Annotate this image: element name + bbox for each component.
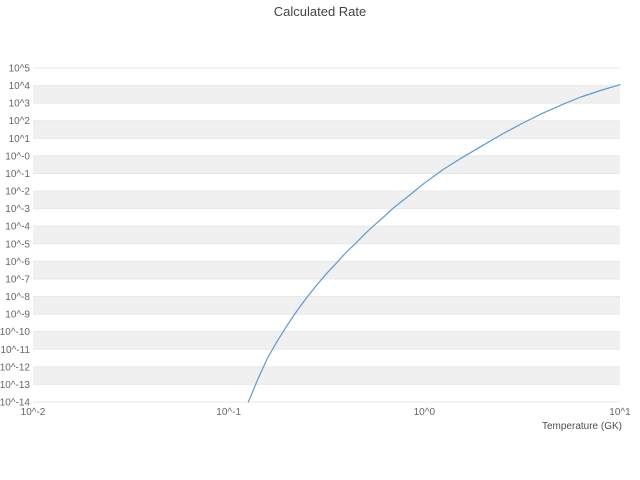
plot-band <box>33 384 620 402</box>
plot-band <box>33 103 620 121</box>
plot-band <box>33 296 620 315</box>
x-axis-label: Temperature (GK) <box>541 421 622 432</box>
y-tick-label: 10^-6 <box>5 257 30 268</box>
y-tick-label: 10^-0 <box>5 151 30 162</box>
y-tick-label: 10^-10 <box>0 327 30 338</box>
y-tick-label: 10^-3 <box>5 204 30 215</box>
plot-band <box>33 261 620 279</box>
y-tick-label: 10^3 <box>9 99 31 110</box>
y-tick-label: 10^-12 <box>0 362 30 373</box>
x-tick-label: 10^-2 <box>21 407 46 418</box>
chart-title: Calculated Rate <box>273 4 367 19</box>
y-tick-label: 10^-2 <box>5 187 30 198</box>
plot-band <box>33 155 620 174</box>
y-tick-label: 10^-11 <box>0 345 30 356</box>
plot-band <box>33 138 620 156</box>
plot-band <box>33 331 620 350</box>
y-tick-label: 10^-8 <box>5 292 30 303</box>
plot-band <box>33 208 620 227</box>
plot-band <box>33 366 620 385</box>
y-tick-label: 10^-14 <box>0 398 30 409</box>
plot-band <box>33 243 620 262</box>
plot-band <box>33 120 620 139</box>
y-tick-label: 10^-9 <box>5 310 30 321</box>
y-tick-label: 10^-1 <box>5 169 30 180</box>
y-tick-label: 10^5 <box>9 64 31 75</box>
plot-band <box>33 349 620 367</box>
y-tick-label: 10^-7 <box>5 274 30 285</box>
series-line-calculated-rate <box>247 84 621 403</box>
plot-band <box>33 191 620 209</box>
plot-band <box>33 278 620 297</box>
plot-band <box>33 68 620 86</box>
plot-band <box>33 173 620 192</box>
plot-band <box>33 314 620 332</box>
y-tick-label: 10^1 <box>9 134 31 145</box>
y-tick-label: 10^-4 <box>5 222 30 233</box>
x-tick-label: 10^-1 <box>216 407 241 418</box>
y-tick-label: 10^-13 <box>0 380 30 391</box>
y-tick-label: 10^-5 <box>5 239 30 250</box>
x-tick-label: 10^1 <box>609 407 631 418</box>
x-tick-label: 10^0 <box>414 407 436 418</box>
plot-band <box>33 85 620 104</box>
y-tick-label: 10^2 <box>9 116 31 127</box>
y-tick-label: 10^4 <box>9 81 31 92</box>
plot-band <box>33 226 620 244</box>
